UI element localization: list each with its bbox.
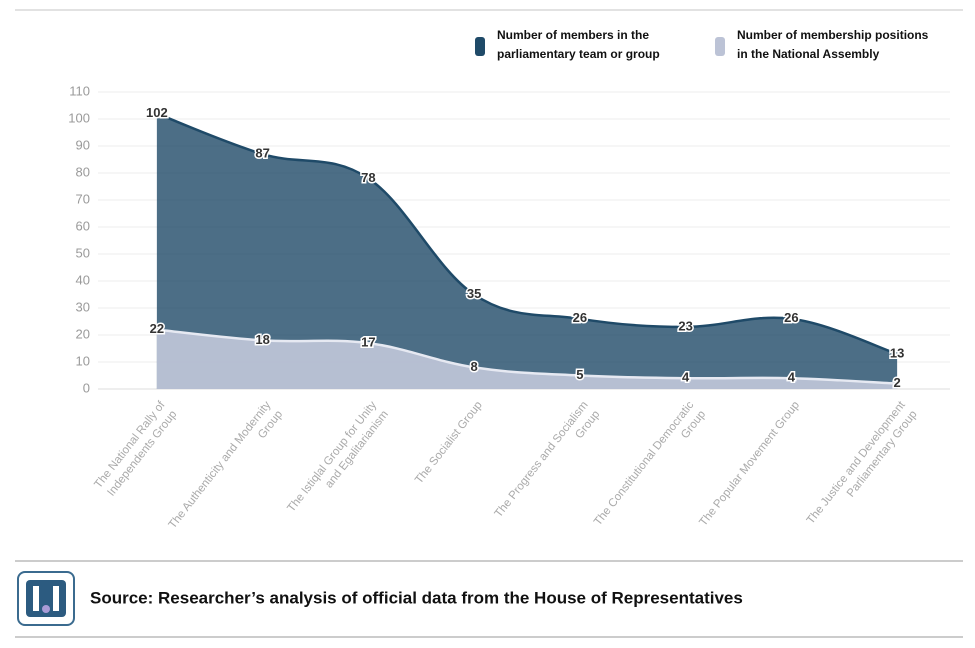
data-label: 22 (150, 321, 164, 336)
data-label: 87 (255, 146, 269, 161)
data-label: 5 (576, 367, 583, 382)
data-label: 23 (678, 318, 692, 333)
x-tick-label: The Socialist Group (413, 399, 485, 486)
y-tick-label: 40 (76, 272, 90, 287)
legend-swatch (715, 37, 725, 56)
x-tick-label: The Progress and SocialismGroup (493, 399, 603, 529)
x-tick-label: The Constitutional DemocraticGroup (592, 399, 708, 537)
legend-swatch (475, 37, 485, 56)
legend-label: Number of membership positions in the Nat… (737, 28, 929, 61)
y-tick-label: 90 (76, 137, 90, 152)
legend-label: Number of members in the parliamentary te… (497, 28, 660, 61)
data-label: 18 (255, 332, 269, 347)
data-label: 26 (573, 310, 587, 325)
x-tick-label: The Justice and DevelopmentParliamentary… (805, 399, 920, 536)
data-label: 17 (361, 335, 375, 350)
data-label: 102 (146, 105, 168, 120)
y-tick-label: 10 (76, 353, 90, 368)
y-tick-label: 0 (83, 380, 90, 395)
y-tick-label: 80 (76, 164, 90, 179)
data-label: 4 (788, 370, 796, 385)
data-label: 78 (361, 170, 375, 185)
y-tick-label: 60 (76, 218, 90, 233)
data-label: 8 (471, 359, 478, 374)
y-tick-label: 110 (69, 83, 90, 98)
y-tick-label: 50 (76, 245, 90, 260)
data-label: 35 (467, 286, 481, 301)
x-tick-label: The Authenticity and ModernityGroup (167, 399, 286, 540)
y-tick-label: 20 (76, 326, 90, 341)
x-tick-label: The Popular Movement Group (697, 399, 802, 528)
y-tick-label: 70 (76, 191, 90, 206)
area (156, 113, 898, 389)
data-label: 4 (682, 370, 690, 385)
x-tick-label: The Istiqlal Group for Unityand Egalitar… (285, 399, 391, 524)
logo (17, 571, 75, 626)
area (156, 329, 898, 389)
y-tick-label: 100 (68, 110, 90, 125)
data-label: 2 (894, 375, 901, 390)
area-line (156, 328, 898, 385)
area-line (156, 112, 898, 356)
x-tick-label: The National Rally ofIndependents Group (92, 399, 179, 500)
y-tick-label: 30 (76, 299, 90, 314)
data-label: 26 (784, 310, 798, 325)
data-label: 13 (890, 345, 904, 360)
source-text: Source: Researcher’s analysis of officia… (90, 588, 743, 607)
